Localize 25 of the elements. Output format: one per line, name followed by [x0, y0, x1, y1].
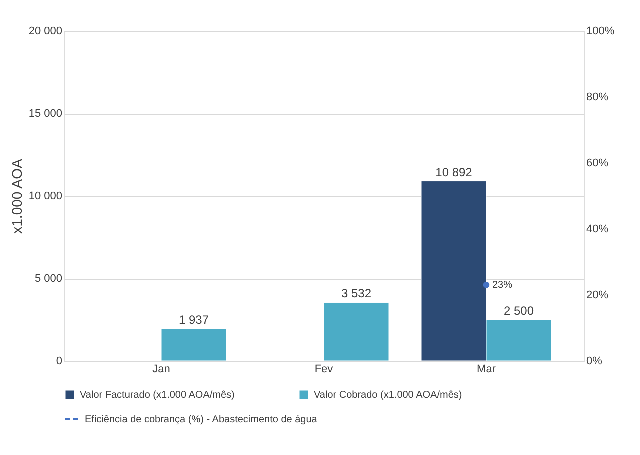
bar — [324, 302, 390, 362]
data-label: 23% — [492, 280, 513, 292]
data-label: 3 532 — [341, 286, 372, 301]
y-tick-label: 15 000 — [28, 108, 62, 120]
bar — [161, 328, 227, 362]
y2-tick-label: 40% — [586, 224, 609, 236]
y2-tick-label: 80% — [586, 92, 609, 104]
x-tick-label: Mar — [477, 364, 496, 376]
data-label: 10 892 — [436, 165, 473, 180]
y-tick-label: 10 000 — [28, 190, 62, 202]
y2-tick-label: 60% — [586, 158, 609, 170]
legend-label: Eficiência de cobrança (%) - Abastecimento de água — [85, 414, 318, 426]
x-tick-label: Jan — [152, 364, 170, 376]
legend-label: Valor Cobrado (x1.000 AOA/mês) — [314, 390, 462, 401]
y-tick-label: 0 — [56, 356, 62, 368]
data-label: 1 937 — [178, 313, 210, 328]
y2-tick-label: 0% — [586, 356, 603, 368]
y-axis-title: x1.000 AOA — [8, 158, 25, 234]
y2-tick-label: 100% — [586, 26, 615, 38]
legend-label: Valor Facturado (x1.000 AOA/mês) — [80, 390, 235, 401]
x-tick-label: Fev — [314, 364, 334, 376]
y-tick-label: 20 000 — [28, 26, 62, 38]
data-label: 2 500 — [504, 304, 534, 318]
y-tick-label: 5 000 — [34, 273, 62, 285]
y2-tick-label: 20% — [586, 290, 609, 302]
